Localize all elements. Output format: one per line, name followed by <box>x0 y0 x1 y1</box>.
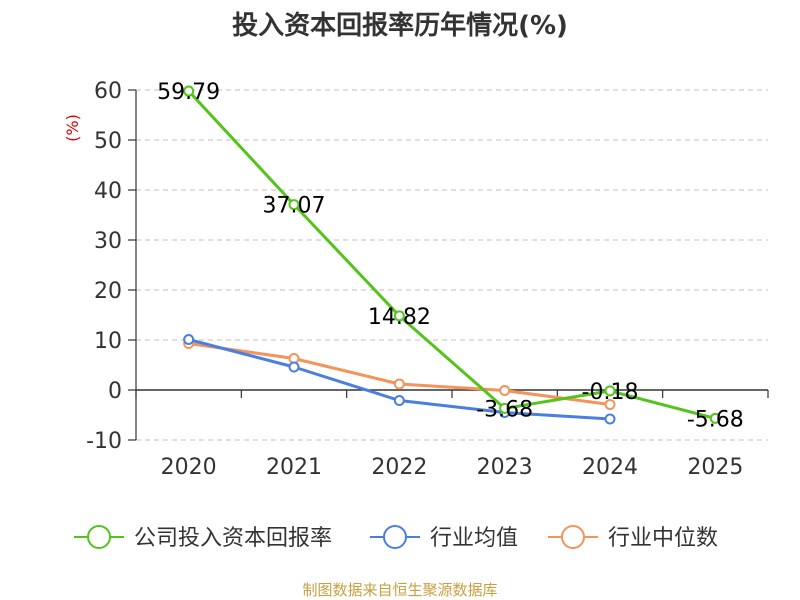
data-label: -0.18 <box>582 380 639 405</box>
legend: 公司投入资本回报率 行业均值 行业中位数 <box>74 525 718 551</box>
data-labels: 59.79 37.07 14.82 -3.68 -0.18 -5.68 <box>157 80 744 432</box>
source-note: 制图数据来自恒生聚源数据库 <box>302 581 497 599</box>
axes <box>128 89 769 441</box>
data-point <box>393 310 405 322</box>
legend-label: 行业均值 <box>430 526 518 551</box>
data-label: 14.82 <box>368 305 431 330</box>
data-label: -3.68 <box>476 397 533 422</box>
data-label: 37.07 <box>263 194 326 219</box>
chart-title: 投入资本回报率历年情况(%) <box>232 10 568 41</box>
x-tick-labels: 2020 2021 2022 2023 2024 2025 <box>161 455 744 480</box>
y-tick-label: 0 <box>108 379 122 404</box>
data-point <box>499 402 511 414</box>
legend-marker <box>87 525 111 549</box>
legend-label: 公司投入资本回报率 <box>134 526 332 551</box>
y-axis-label: (%) <box>63 114 82 142</box>
legend-marker <box>383 525 407 549</box>
legend-label: 行业中位数 <box>608 526 718 551</box>
data-point <box>288 361 300 373</box>
gridlines <box>136 89 768 441</box>
x-tick-label: 2022 <box>371 455 427 480</box>
data-point <box>393 378 405 390</box>
data-point <box>183 85 195 97</box>
series-lines <box>183 85 721 425</box>
y-tick-label: -10 <box>86 429 122 454</box>
data-point <box>604 385 616 397</box>
x-tick-label: 2024 <box>582 455 638 480</box>
x-tick-label: 2025 <box>687 455 743 480</box>
data-label: -5.68 <box>687 407 744 432</box>
data-point <box>288 199 300 211</box>
data-point <box>709 412 721 424</box>
data-point <box>183 334 195 345</box>
y-tick-label: 40 <box>94 179 122 204</box>
series-line <box>187 90 716 420</box>
data-point <box>604 399 616 410</box>
x-tick-label: 2021 <box>266 455 322 480</box>
data-point <box>499 385 511 396</box>
x-tick-label: 2023 <box>477 455 533 480</box>
y-tick-label: 20 <box>94 279 122 304</box>
y-tick-label: 10 <box>94 329 122 354</box>
legend-marker <box>561 525 585 549</box>
y-tick-label: 50 <box>94 129 122 154</box>
y-tick-labels: 60 50 40 30 20 10 0 -10 <box>86 79 122 454</box>
data-point <box>604 413 616 425</box>
data-label: 59.79 <box>157 80 220 105</box>
data-point <box>393 395 405 406</box>
y-tick-label: 60 <box>94 79 122 104</box>
x-tick-label: 2020 <box>161 455 217 480</box>
y-tick-label: 30 <box>94 229 122 254</box>
